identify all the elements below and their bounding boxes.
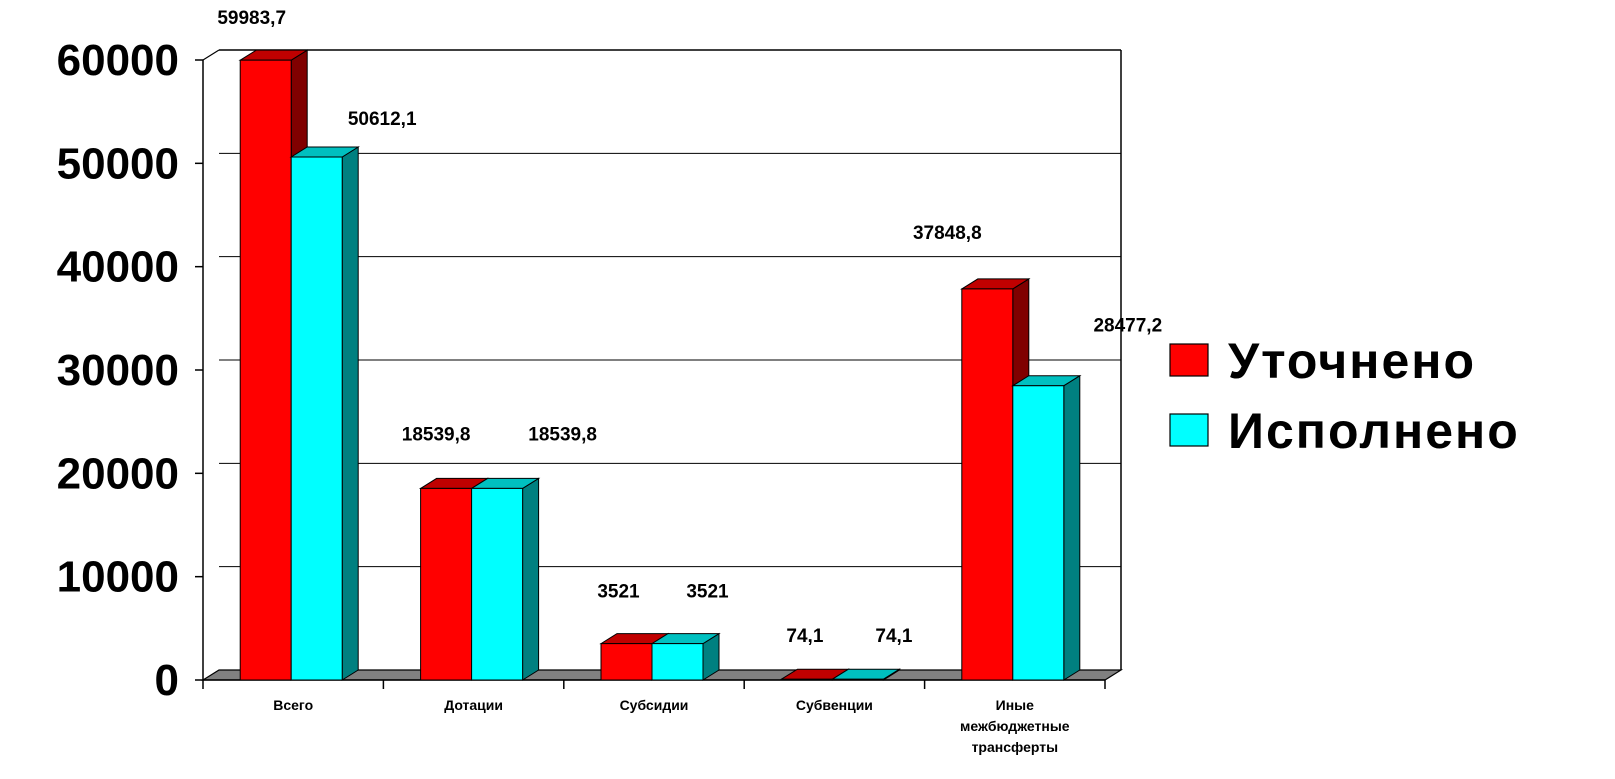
bar-utochneno (961, 288, 1014, 681)
data-label: 3521 (597, 582, 640, 603)
category-label: Иные межбюджетные трансферты (960, 697, 1070, 755)
y-axis-top-edge (202, 49, 220, 61)
legend-swatch (1169, 413, 1209, 447)
y-tick-label: 30000 (57, 346, 179, 395)
legend: Уточнено Исполнено (1169, 333, 1520, 459)
legend-label: Уточнено (1228, 333, 1476, 389)
data-label: 28477,2 (1093, 316, 1162, 337)
data-label: 3521 (686, 582, 729, 603)
bar-ispolneno (651, 643, 704, 681)
data-labels: 59983,7 50612,1 18539,8 18539,8 3521 3521 74,1… (217, 8, 1162, 647)
bar-side-face (522, 477, 540, 681)
legend-swatch (1169, 343, 1209, 377)
bar-ispolneno (831, 678, 884, 681)
y-tick-label: 20000 (57, 449, 179, 498)
bars (238, 49, 1082, 681)
bar-utochneno (600, 643, 653, 681)
bar-side-face (341, 146, 359, 681)
y-tick-label: 50000 (57, 139, 179, 188)
y-tick-label: 40000 (57, 243, 179, 292)
category-labels: Всего Дотации Субсидии Субвенции Иные межбюдж… (273, 697, 1070, 755)
bar-utochneno (239, 59, 292, 681)
data-label: 74,1 (875, 626, 912, 647)
y-tick-label: 10000 (57, 553, 179, 602)
data-label: 18539,8 (528, 424, 597, 445)
bar-utochneno (420, 487, 473, 681)
category-label: Субсидии (620, 697, 689, 713)
data-label: 59983,7 (217, 8, 286, 29)
legend-label: Исполнено (1228, 403, 1520, 459)
data-label: 74,1 (786, 626, 823, 647)
category-label: Субвенции (796, 697, 873, 713)
bar-ispolneno (290, 156, 343, 681)
bar-side-face (1063, 374, 1081, 681)
data-label: 50612,1 (348, 109, 417, 130)
category-label: Всего (273, 697, 313, 713)
data-label: 18539,8 (402, 424, 471, 445)
bar-ispolneno (1012, 385, 1065, 681)
data-label: 37848,8 (913, 223, 982, 244)
gridlines (219, 49, 1122, 670)
y-tick-label: 60000 (57, 36, 179, 85)
bar-utochneno (780, 678, 833, 681)
y-tick-labels: 0 10000 20000 30000 40000 50000 60000 (57, 36, 179, 705)
bar-ispolneno (471, 487, 524, 681)
category-label: Дотации (444, 697, 503, 713)
y-tick-label: 0 (155, 656, 179, 705)
